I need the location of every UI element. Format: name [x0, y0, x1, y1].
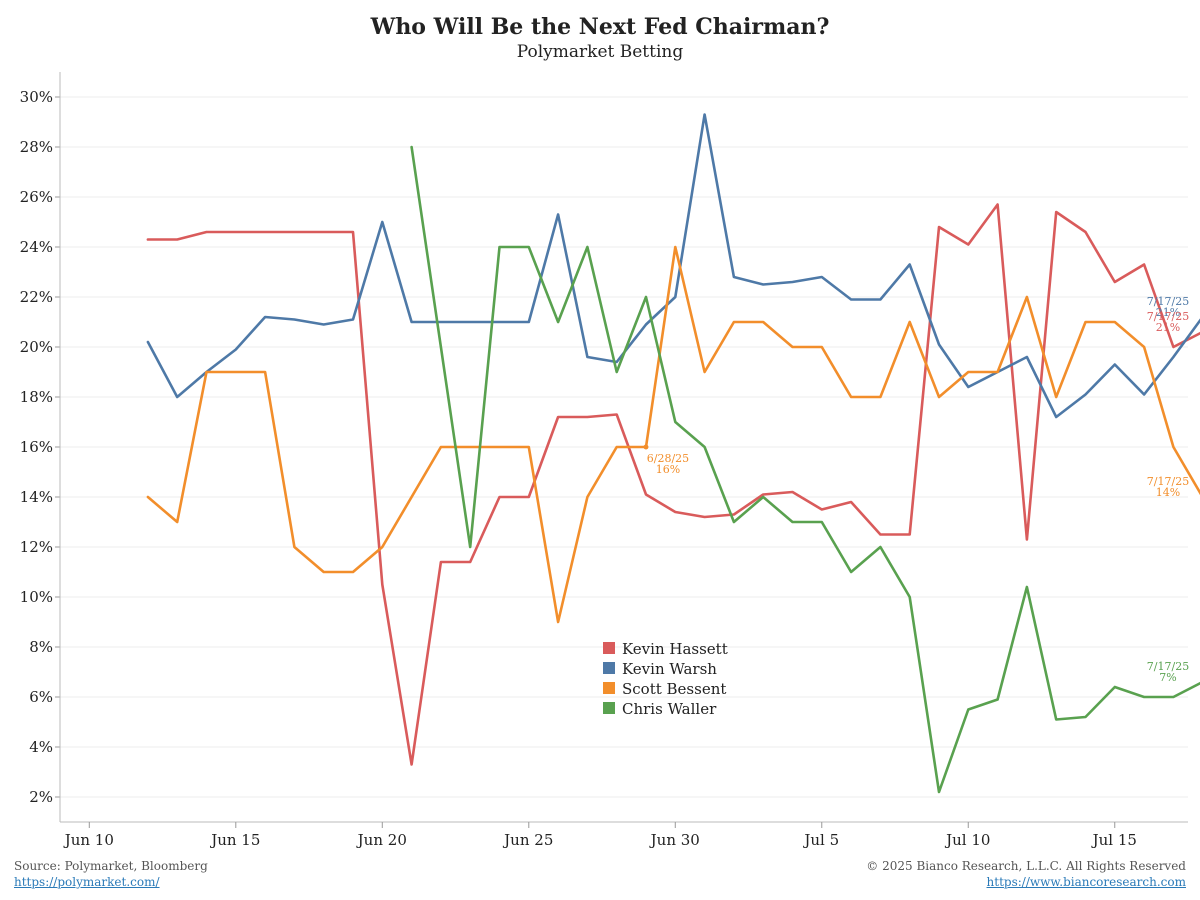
annotation-value: 14%	[1156, 486, 1180, 499]
source-link[interactable]: https://polymarket.com/	[14, 875, 160, 889]
legend-label: Scott Bessent	[622, 680, 726, 698]
x-tick-label: Jun 20	[356, 831, 407, 849]
annotation-date: 7/17/25	[1147, 660, 1189, 673]
y-tick-label: 20%	[20, 338, 53, 356]
chart-subtitle: Polymarket Betting	[516, 42, 684, 62]
annotation-marker	[643, 444, 649, 450]
x-tick-label: Jun 10	[63, 831, 114, 849]
annotation-value: 21%	[1156, 306, 1180, 319]
x-tick-label: Jul 10	[944, 831, 990, 849]
y-tick-label: 18%	[20, 388, 53, 406]
annotation-value: 16%	[656, 463, 680, 476]
x-tick-label: Jul 15	[1091, 831, 1137, 849]
y-tick-label: 8%	[29, 638, 53, 656]
annotation-value: 21%	[1156, 321, 1180, 334]
series-line-kevin-hassett	[146, 203, 1200, 766]
annotation-date: 7/17/25	[1147, 310, 1189, 323]
y-tick-label: 16%	[20, 438, 53, 456]
x-tick-label: Jun 15	[209, 831, 260, 849]
legend-swatch	[603, 682, 615, 694]
x-tick-label: Jun 30	[649, 831, 700, 849]
series-line-kevin-warsh	[146, 113, 1200, 419]
y-tick-label: 2%	[29, 788, 53, 806]
chart-title: Who Will Be the Next Fed Chairman?	[370, 14, 830, 40]
x-tick-label: Jun 25	[502, 831, 553, 849]
annotation-date: 6/28/25	[647, 452, 689, 465]
series-line-scott-bessent	[146, 245, 1200, 624]
y-tick-label: 30%	[20, 88, 53, 106]
site-link[interactable]: https://www.biancoresearch.com	[986, 875, 1186, 889]
legend-label: Kevin Warsh	[622, 660, 717, 678]
source-text: Source: Polymarket, Bloomberg	[14, 859, 208, 873]
annotation-date: 7/17/25	[1147, 295, 1189, 308]
annotation-value: 7%	[1159, 671, 1176, 684]
legend-swatch	[603, 702, 615, 714]
y-tick-label: 26%	[20, 188, 53, 206]
x-tick-label: Jul 5	[802, 831, 839, 849]
y-tick-label: 12%	[20, 538, 53, 556]
footer-source: Source: Polymarket, Bloomberg https://po…	[14, 858, 208, 890]
y-tick-label: 28%	[20, 138, 53, 156]
y-tick-label: 14%	[20, 488, 53, 506]
y-tick-label: 22%	[20, 288, 53, 306]
footer-copyright: © 2025 Bianco Research, L.L.C. All Right…	[866, 858, 1186, 890]
y-tick-label: 4%	[29, 738, 53, 756]
legend-label: Kevin Hassett	[622, 640, 728, 658]
series-line-chris-waller	[410, 145, 1200, 794]
copyright-text: © 2025 Bianco Research, L.L.C. All Right…	[866, 859, 1186, 873]
y-tick-label: 24%	[20, 238, 53, 256]
y-tick-label: 6%	[29, 688, 53, 706]
legend-label: Chris Waller	[622, 700, 717, 718]
legend-swatch	[603, 642, 615, 654]
legend-swatch	[603, 662, 615, 674]
y-tick-label: 10%	[20, 588, 53, 606]
annotation-date: 7/17/25	[1147, 475, 1189, 488]
